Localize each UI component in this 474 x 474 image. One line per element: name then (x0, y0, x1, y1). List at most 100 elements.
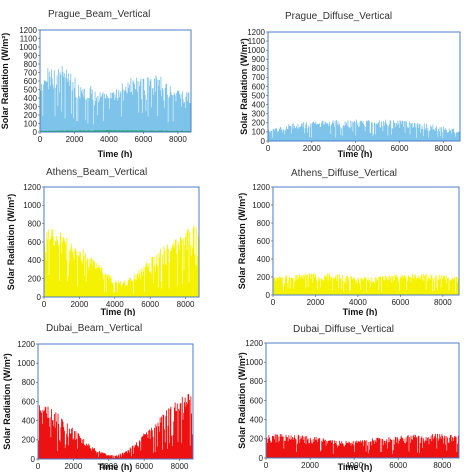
chart-panel-prague-diffuse: Prague_Diffuse_Vertical 0 100 200 300 400 500 6… (237, 0, 474, 158)
chart-1-y-tick-label: 1000 (247, 46, 265, 55)
chart-0-y-tick-label: 1100 (20, 34, 38, 43)
chart-3-y-tick-label: 1200 (252, 183, 270, 192)
chart-3-x-tick-label: 8000 (434, 298, 452, 307)
chart-0-data (39, 66, 192, 132)
chart-0-y-tick-label: 500 (24, 85, 38, 94)
chart-5-y-tick-label: 400 (250, 415, 264, 424)
chart-2-x-tick-label: 4000 (106, 300, 124, 309)
chart-0-y-tick-label: 100 (24, 119, 38, 128)
chart-4-y-tick-label: 200 (22, 436, 36, 445)
chart-4-y-tick-label: 1000 (17, 359, 35, 368)
chart-4-y-tick-label: 800 (22, 378, 36, 387)
chart-3-x-tick-label: 0 (271, 298, 276, 307)
chart-0-x-tick-label: 2000 (66, 135, 84, 144)
chart-1-y-axis-label: Solar Radiation (W/m²) (239, 38, 249, 135)
chart-2-y-tick-label: 400 (28, 256, 42, 265)
chart-4-y-axis-label: Solar Radiation (W/m²) (2, 353, 12, 450)
chart-1-y-tick-label: 800 (252, 64, 266, 73)
chart-panel-prague-beam: Prague_Beam_Vertical 0 100 200 300 400 500 600 7… (0, 0, 237, 158)
chart-4-x-tick-label: 8000 (171, 462, 189, 471)
chart-4-x-tick-label: 0 (36, 462, 41, 471)
chart-svg-prague-diffuse: Prague_Diffuse_Vertical01002003004005006… (239, 11, 461, 158)
chart-3-y-axis-label: Solar Radiation (W/m²) (237, 193, 247, 290)
chart-1-x-axis: 0 2000 4000 6000 8000 (266, 141, 453, 153)
chart-2-title: Athens_Beam_Vertical (46, 167, 147, 178)
chart-2-x-tick-label: 2000 (70, 300, 88, 309)
chart-1-y-tick-label: 0 (261, 137, 266, 146)
chart-5-y-tick-label: 0 (259, 454, 264, 463)
chart-1-title: Prague_Diffuse_Vertical (285, 11, 392, 22)
chart-svg-athens-beam: Athens_Beam_Vertical 0 200 400 600 800 1000 120… (6, 167, 200, 316)
chart-panel-dubai-beam: Dubai_Beam_Vertical 0 200 400 600 800 1000 1200… (0, 316, 237, 474)
chart-1-y-tick-label: 600 (252, 82, 266, 91)
chart-2-y-axis: 0 200 400 600 800 1000 1200 (23, 183, 44, 302)
chart-1-y-tick-label: 500 (252, 91, 266, 100)
chart-2-x-axis-label: Time (h) (101, 307, 136, 316)
chart-0-x-tick-label: 8000 (169, 135, 187, 144)
chart-4-series-0-spikes (37, 393, 194, 459)
chart-2-y-tick-label: 1000 (23, 201, 41, 210)
chart-0-y-tick-label: 300 (24, 102, 38, 111)
chart-2-y-axis-label: Solar Radiation (W/m²) (6, 194, 16, 291)
chart-3-y-tick-label: 1000 (252, 201, 270, 210)
chart-0-y-tick-label: 900 (24, 51, 38, 60)
chart-5-y-tick-label: 1000 (245, 358, 263, 367)
chart-1-y-tick-label: 300 (252, 110, 266, 119)
chart-4-y-tick-label: 1200 (17, 340, 35, 349)
chart-0-y-tick-label: 800 (24, 60, 38, 69)
chart-panel-athens-beam: Athens_Beam_Vertical 0 200 400 600 800 1000 120… (0, 158, 237, 316)
chart-svg-prague-beam: Prague_Beam_Vertical 01002003004005006007… (0, 9, 192, 158)
chart-0-y-tick-label: 700 (24, 68, 38, 77)
chart-4-y-tick-label: 600 (22, 397, 36, 406)
chart-0-y-tick-label: 400 (24, 94, 38, 103)
chart-4-x-axis-label: Time (h) (98, 462, 133, 472)
chart-1-x-tick-label: 4000 (347, 144, 365, 153)
chart-3-series-0 (272, 273, 460, 295)
chart-3-x-tick-label: 4000 (349, 298, 367, 307)
chart-0-title: Prague_Beam_Vertical (48, 9, 150, 20)
chart-5-y-tick-label: 1200 (245, 339, 263, 348)
chart-0-x-tick-label: 4000 (100, 135, 118, 144)
chart-4-data (37, 393, 194, 459)
chart-svg-dubai-diffuse: Dubai_Diffuse_Vertical 0 200 400 600 800 1000 1… (237, 324, 460, 472)
chart-0-y-tick-label: 600 (24, 77, 38, 86)
chart-panel-athens-diffuse: Athens_Diffuse_Vertical 0 200 400 600 800 1000… (237, 158, 474, 316)
chart-4-x-tick-label: 6000 (135, 462, 153, 471)
chart-1-x-tick-label: 0 (266, 144, 271, 153)
chart-1-series-0-spikes (267, 119, 461, 141)
chart-1-x-axis-label: Time (h) (338, 149, 373, 158)
chart-0-x-tick-label: 6000 (135, 135, 153, 144)
chart-3-y-tick-label: 400 (257, 255, 271, 264)
chart-5-x-tick-label: 0 (264, 461, 269, 470)
chart-0-x-tick-label: 0 (38, 135, 43, 144)
chart-5-y-tick-label: 200 (250, 435, 264, 444)
chart-0-x-axis: 0 2000 4000 6000 8000 (38, 132, 187, 144)
chart-4-x-tick-label: 2000 (64, 462, 82, 471)
chart-4-x-axis: 0 2000 4000 6000 8000 (36, 459, 189, 471)
chart-2-data (43, 225, 200, 297)
chart-1-y-tick-label: 400 (252, 100, 266, 109)
chart-2-y-tick-label: 0 (37, 293, 42, 302)
chart-2-y-tick-label: 800 (28, 219, 42, 228)
chart-4-x-tick-label: 4000 (100, 462, 118, 471)
chart-3-x-tick-label: 6000 (391, 298, 409, 307)
chart-2-series-0 (43, 225, 200, 297)
chart-5-x-tick-label: 6000 (389, 461, 407, 470)
chart-2-y-tick-label: 200 (28, 274, 42, 283)
chart-1-y-tick-label: 700 (252, 73, 266, 82)
chart-5-series-0-spikes (265, 433, 460, 458)
chart-3-x-axis-label: Time (h) (343, 307, 378, 316)
chart-1-x-tick-label: 8000 (434, 144, 452, 153)
chart-3-y-tick-label: 800 (257, 219, 271, 228)
chart-2-x-tick-label: 0 (42, 300, 47, 309)
chart-5-title: Dubai_Diffuse_Vertical (293, 324, 394, 335)
chart-3-y-tick-label: 0 (266, 291, 271, 300)
chart-1-y-tick-label: 200 (252, 119, 266, 128)
chart-5-y-tick-label: 800 (250, 377, 264, 386)
chart-5-y-axis-label: Solar Radiation (W/m²) (237, 352, 247, 449)
chart-3-data (272, 273, 460, 295)
chart-4-y-axis: 0 200 400 600 800 1000 1200 (17, 340, 38, 464)
chart-3-y-tick-label: 600 (257, 237, 271, 246)
